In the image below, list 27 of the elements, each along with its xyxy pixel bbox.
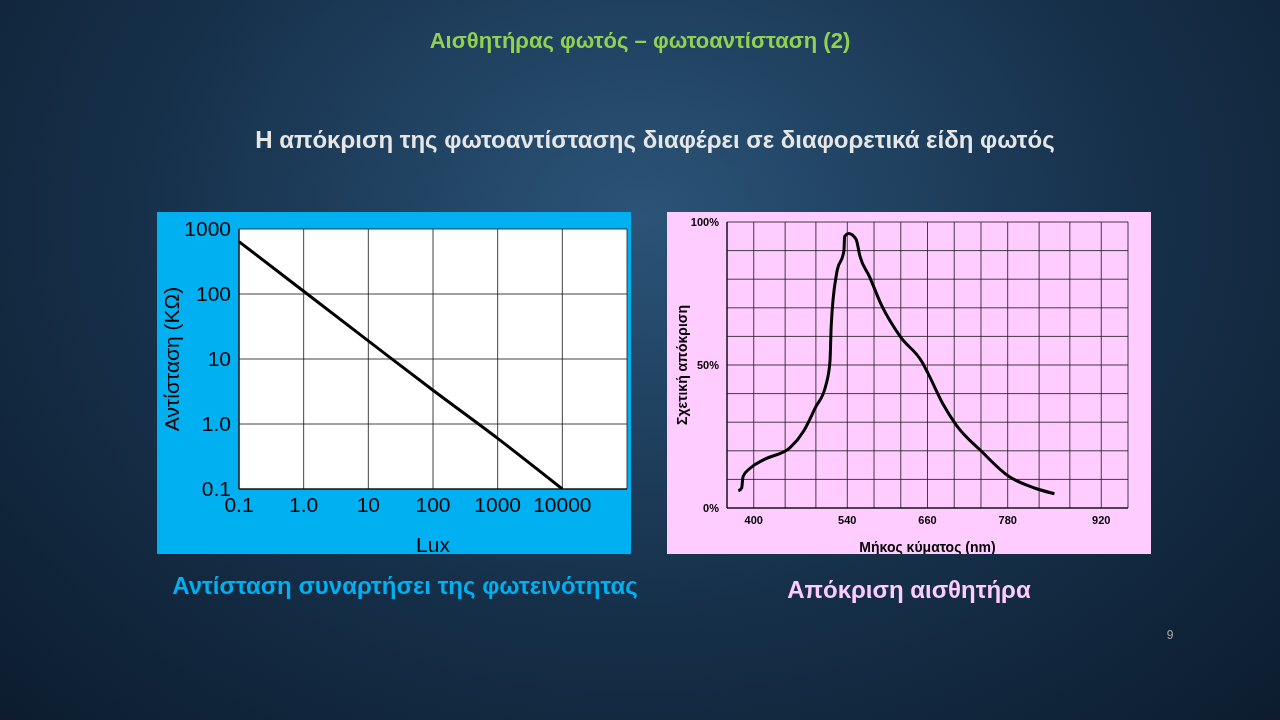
y-tick-label: 100: [195, 282, 231, 306]
x-tick-label: 10: [356, 492, 381, 516]
x-tick-label: 660: [918, 513, 937, 526]
chart-title: Αισθητήρας φωτός – φωτοαντίσταση (2): [428, 28, 852, 54]
y-tick-label: 10: [207, 347, 231, 371]
text: Απόκριση αισθητήρα: [786, 576, 1032, 604]
y-axis-title: Αντίσταση (ΚΩ): [160, 286, 184, 432]
x-tick-label: 1.0: [289, 492, 319, 516]
x-axis-title: Μήκος κύματος (nm): [859, 539, 996, 555]
y-tick-label: 50%: [696, 358, 720, 371]
x-axis-title: Lux: [416, 533, 451, 556]
y-tick-label: 1.0: [201, 412, 231, 436]
y-axis-title: Σχετική απόκριση: [673, 305, 690, 425]
text: 9: [1165, 628, 1175, 642]
y-tick-label: 1000: [184, 217, 231, 241]
x-tick-label: 400: [744, 513, 763, 526]
text: Αντίσταση συναρτήσει της φωτεινότητας: [171, 572, 639, 600]
chart-subtitle: Η απόκριση της φωτοαντίστασης διαφέρει σε διαφορετικά είδη φωτός: [254, 126, 1056, 154]
y-tick-label: 0%: [703, 501, 720, 514]
x-tick-label: 780: [998, 513, 1017, 526]
line-series: [736, 231, 1056, 496]
x-tick-label: 920: [1092, 513, 1111, 526]
y-tick-label: 100%: [690, 215, 720, 228]
x-tick-label: 100: [415, 492, 451, 516]
x-tick-label: 1000: [474, 492, 522, 516]
x-tick-label: 10000: [533, 492, 592, 516]
x-tick-label: 540: [838, 513, 857, 526]
